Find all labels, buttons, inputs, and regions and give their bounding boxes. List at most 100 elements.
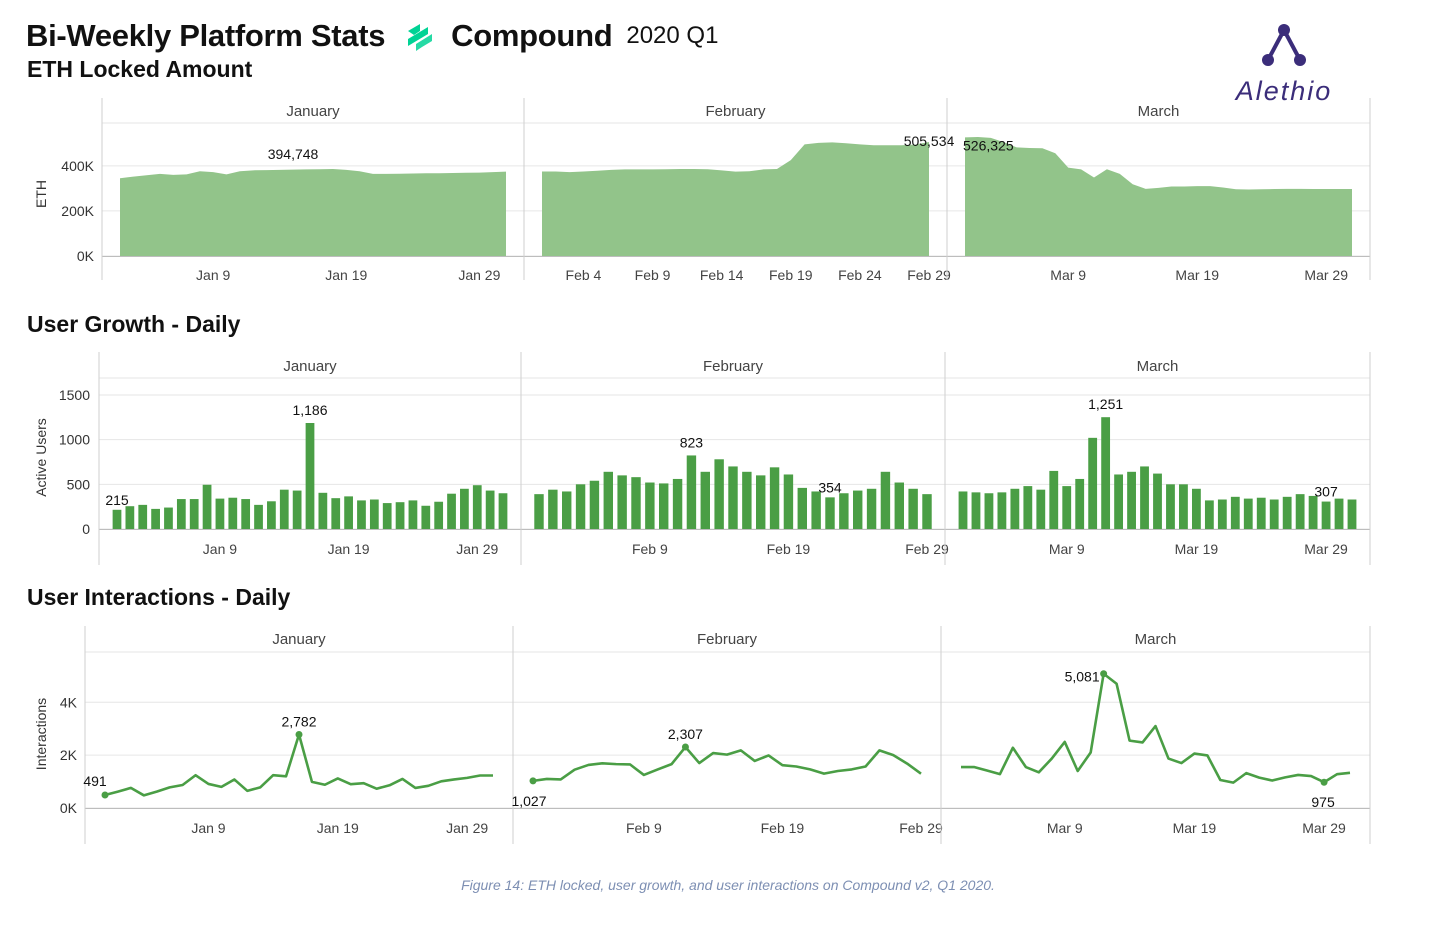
bar [1295,494,1305,529]
bar [447,493,456,529]
bar [1308,495,1318,529]
bar [1114,474,1124,529]
bar [1269,499,1279,529]
x-tick-label: Jan 9 [196,267,230,283]
x-tick-label: Feb 4 [566,267,602,283]
y-axis-title: ETH [33,180,49,208]
brand-name: Compound [451,18,613,53]
panel-strip-label: January [286,103,340,120]
compound-logo-icon [408,24,433,51]
bar [305,423,315,529]
annotated-point [101,791,109,799]
bar [894,482,904,529]
bar [1127,471,1136,529]
bar [1217,499,1227,529]
annotated-point [681,743,689,751]
bar [742,471,752,529]
bar [318,492,328,529]
data-label: 526,325 [963,137,1014,153]
alethio-wordmark: Alethio [1235,76,1333,106]
data-label: 2,307 [668,726,703,742]
bar [112,509,122,529]
bar [408,500,418,529]
x-tick-label: Mar 19 [1175,541,1219,557]
x-tick-label: Jan 19 [328,541,370,557]
bar [908,488,918,529]
y-tick-label: 2K [60,747,78,763]
bar [472,485,482,529]
y-tick-label: 0K [60,800,78,816]
data-label: 2,782 [281,713,316,729]
data-label: 1,186 [292,402,327,418]
data-label: 354 [818,479,842,495]
area-series-march [965,136,1352,256]
bar [922,494,932,529]
bar [1023,486,1033,529]
bar [672,478,683,529]
x-tick-label: Feb 29 [899,820,943,836]
data-label: 1,251 [1088,396,1123,412]
bar [769,467,780,529]
bar [151,508,160,529]
bar [228,497,238,529]
bar [1347,499,1357,529]
bar [853,490,863,529]
bar [1179,484,1188,529]
line-series-march [961,672,1351,784]
x-tick-label: Feb 19 [767,541,811,557]
bar [728,466,738,529]
data-label: 394,748 [268,146,319,162]
eth-locked-chart: 0K 200K 400K ETH January Jan 9 Jan 19 Jan 29 394… [33,98,1371,283]
bar [498,493,508,529]
data-label: 215 [105,492,129,508]
bar [421,505,431,529]
bar [1191,488,1201,529]
bar [1049,470,1059,529]
bar [811,491,821,529]
bar [357,500,366,529]
x-tick-label: Feb 14 [700,267,744,283]
y-tick-label: 1000 [59,432,90,448]
bar [1230,496,1240,529]
data-label: 491 [83,773,107,789]
x-tick-label: Jan 9 [191,820,225,836]
bar [369,499,379,529]
panel-strip-label: January [283,358,337,375]
bar [839,493,849,529]
bar [1101,417,1111,529]
data-label: 975 [1311,794,1335,810]
bar [1010,488,1020,529]
x-tick-label: Mar 19 [1173,820,1217,836]
bar [825,497,835,529]
user-interactions-title: User Interactions - Daily [27,584,291,610]
annotated-point [1320,778,1328,786]
y-tick-label: 0 [82,521,90,537]
x-tick-label: Mar 29 [1304,267,1348,283]
user-interactions-chart: 0K 2K 4K Interactions January Jan 9 Jan 19 Jan … [33,626,1371,844]
x-tick-label: Mar 29 [1302,820,1346,836]
bar [631,477,641,529]
bar [1166,484,1175,529]
user-growth-title: User Growth - Daily [27,311,241,337]
bar [984,493,994,529]
panel-strip-label: February [705,103,766,120]
bar [1075,478,1085,529]
x-tick-label: Jan 9 [203,541,237,557]
y-tick-label: 4K [60,694,78,710]
data-label: 505,534 [904,133,955,149]
x-tick-label: Feb 9 [626,820,662,836]
bar [292,490,302,529]
bar [534,494,544,529]
bar [164,507,173,529]
eth-locked-title: ETH Locked Amount [27,56,253,82]
alethio-logo: Alethio [1222,20,1346,110]
y-axis-title: Interactions [33,698,49,770]
x-tick-label: Mar 9 [1050,267,1086,283]
line-series-february [532,745,922,783]
bar [783,474,794,529]
bar [548,489,558,529]
bar [1204,500,1214,529]
x-tick-label: Jan 29 [458,267,500,283]
bar [1256,497,1266,529]
x-tick-label: Mar 9 [1047,820,1083,836]
